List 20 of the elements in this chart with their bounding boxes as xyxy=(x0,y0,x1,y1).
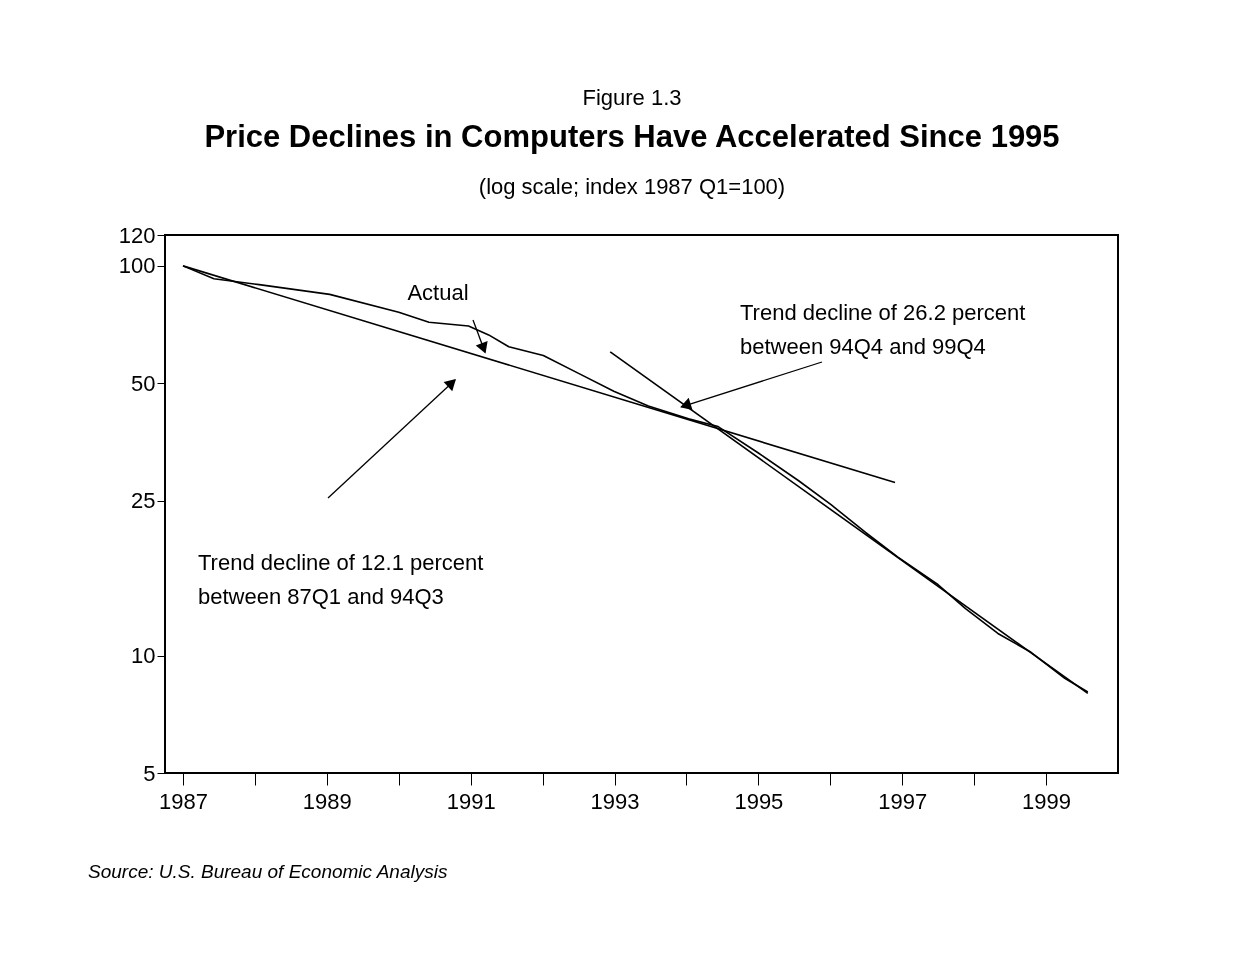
annotation: Actual xyxy=(407,280,469,305)
y-tick-label: 50 xyxy=(131,370,156,396)
y-tick-label: 100 xyxy=(118,253,156,279)
y-tick-label: 120 xyxy=(118,222,156,248)
y-tick-label: 10 xyxy=(131,643,156,669)
annotation: Trend decline of 26.2 percent between 94Q4 and 99Q4 xyxy=(740,300,1026,359)
x-tick-label: 1991 xyxy=(446,788,496,814)
source-note: Source: U.S. Bureau of Economic Analysis xyxy=(88,861,448,882)
x-tick-label: 1989 xyxy=(302,788,352,814)
y-tick-label: 5 xyxy=(143,760,156,786)
x-tick-label: 1999 xyxy=(1022,788,1072,814)
x-tick-label: 1993 xyxy=(590,788,640,814)
caption: Figure 1.3 xyxy=(582,85,682,110)
annotation: Trend decline of 12.1 percent between 87Q1 and 94Q3 xyxy=(198,550,484,609)
x-tick-label: 1995 xyxy=(734,788,784,814)
x-tick-label: 1997 xyxy=(878,788,928,814)
chart-title: Price Declines in Computers Have Accelerated Since 1995 xyxy=(204,119,1060,154)
chart-subtitle: (log scale; index 1987 Q1=100) xyxy=(478,174,786,199)
x-tick-label: 1987 xyxy=(159,788,208,814)
y-tick-label: 25 xyxy=(131,488,156,514)
